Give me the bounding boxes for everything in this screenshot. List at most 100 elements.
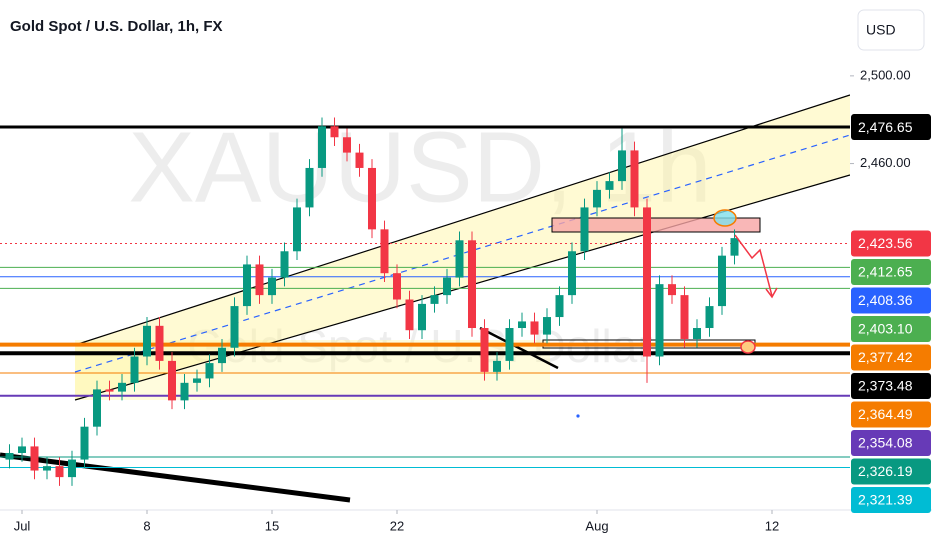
- price-label-box: [851, 230, 931, 257]
- candle-body: [618, 150, 626, 182]
- candle-body: [43, 466, 51, 471]
- candle-body: [343, 137, 351, 153]
- price-label: 2,412.65: [858, 264, 913, 280]
- candle-body: [318, 126, 326, 168]
- trendline: [0, 452, 351, 503]
- watermark-symbol: XAUUSD, 1h: [128, 111, 712, 223]
- trendline: [479, 326, 559, 370]
- highlight-ellipse: [713, 209, 737, 227]
- candle-body: [593, 189, 601, 208]
- candle-body: [718, 255, 726, 307]
- supply-zone: [551, 217, 761, 233]
- price-label-box: [851, 315, 931, 342]
- price-label-box: [851, 372, 931, 399]
- candle-body: [530, 321, 539, 335]
- currency-button[interactable]: [857, 9, 925, 51]
- x-tick-label: 22: [390, 518, 404, 533]
- axes: Jul 8 15 22 Aug 12 2,500.00 2,460.00 2,476.65 2,4…: [0, 67, 932, 533]
- price-label: 2,354.08: [858, 435, 913, 451]
- candle-body: [168, 360, 176, 401]
- price-label: 2,408.36: [858, 292, 913, 308]
- price-label: 2,403.10: [858, 321, 913, 337]
- candle-body: [368, 167, 376, 230]
- candle-body: [5, 452, 14, 460]
- candle-body: [518, 321, 526, 329]
- highlight-ellipse: [740, 340, 756, 354]
- candle-body: [55, 466, 64, 478]
- candle-body: [493, 360, 501, 372]
- candle-body: [243, 264, 251, 307]
- candle-body: [393, 273, 401, 300]
- candle-body: [418, 303, 426, 331]
- candle-body: [255, 264, 264, 296]
- candle-body: [505, 328, 514, 361]
- candle-body: [268, 277, 276, 296]
- projection-arrow: [734, 234, 773, 297]
- candle-body: [568, 251, 576, 296]
- candle-body: [305, 167, 314, 208]
- currency-label[interactable]: USD: [866, 22, 896, 38]
- price-label: 2,476.65: [858, 119, 913, 135]
- candle-body: [430, 295, 439, 304]
- price-label-box: [851, 401, 931, 428]
- price-label-box: [851, 458, 931, 485]
- candle-body: [230, 306, 239, 348]
- candle-body: [380, 229, 389, 274]
- candle-body: [280, 251, 289, 278]
- candle-body: [293, 207, 301, 252]
- arrow-head: [765, 287, 778, 299]
- y-tick-label: 2,460.00: [860, 155, 911, 170]
- chart-title: Gold Spot / U.S. Dollar, 1h, FX: [10, 18, 223, 35]
- x-tick-label: Jul: [14, 518, 31, 533]
- candles: [5, 117, 739, 486]
- candle-body: [155, 325, 164, 361]
- candle-body: [193, 378, 201, 383]
- candle-body: [693, 328, 701, 339]
- candle-body: [705, 306, 714, 329]
- price-label: 2,364.49: [858, 406, 913, 422]
- price-label-box: [851, 344, 931, 371]
- candle-body: [330, 126, 339, 138]
- candle-body: [405, 299, 414, 331]
- price-label: 2,373.48: [858, 378, 913, 394]
- zone-fill: [75, 340, 550, 400]
- candle-body: [668, 284, 676, 296]
- candle-body: [555, 295, 564, 318]
- y-tick-label: 2,500.00: [860, 67, 911, 82]
- candle-body: [218, 347, 226, 364]
- candle-body: [730, 238, 739, 256]
- price-label: 2,423.56: [858, 235, 913, 251]
- price-label-box: [851, 114, 931, 141]
- dot: [576, 414, 580, 418]
- annotations: [576, 209, 778, 418]
- candle-body: [18, 446, 26, 453]
- candle-body: [68, 459, 76, 478]
- candle-body: [118, 382, 126, 392]
- candle-body: [643, 207, 651, 357]
- candle-body: [680, 295, 689, 339]
- candle-body: [630, 150, 639, 208]
- x-tick-label: 8: [143, 518, 150, 533]
- price-label-box: [851, 258, 931, 285]
- price-label-box: [851, 486, 931, 513]
- price-label-box: [851, 429, 931, 456]
- candle-body: [143, 325, 151, 357]
- channel-upper: [74, 94, 851, 346]
- candle-body: [80, 426, 89, 460]
- candle-body: [605, 181, 614, 190]
- candle-body: [105, 389, 114, 392]
- candle-body: [93, 389, 101, 427]
- price-label: 2,321.39: [858, 492, 913, 508]
- x-tick-label: Aug: [585, 518, 608, 533]
- channel-median: [74, 134, 851, 373]
- candle-body: [655, 284, 664, 357]
- price-label: 2,377.42: [858, 349, 913, 365]
- candle-body: [130, 356, 139, 383]
- x-tick-label: 12: [765, 518, 779, 533]
- price-label-box: [851, 287, 931, 314]
- candle-body: [543, 317, 551, 335]
- levels: [0, 125, 850, 468]
- candle-body: [205, 363, 214, 379]
